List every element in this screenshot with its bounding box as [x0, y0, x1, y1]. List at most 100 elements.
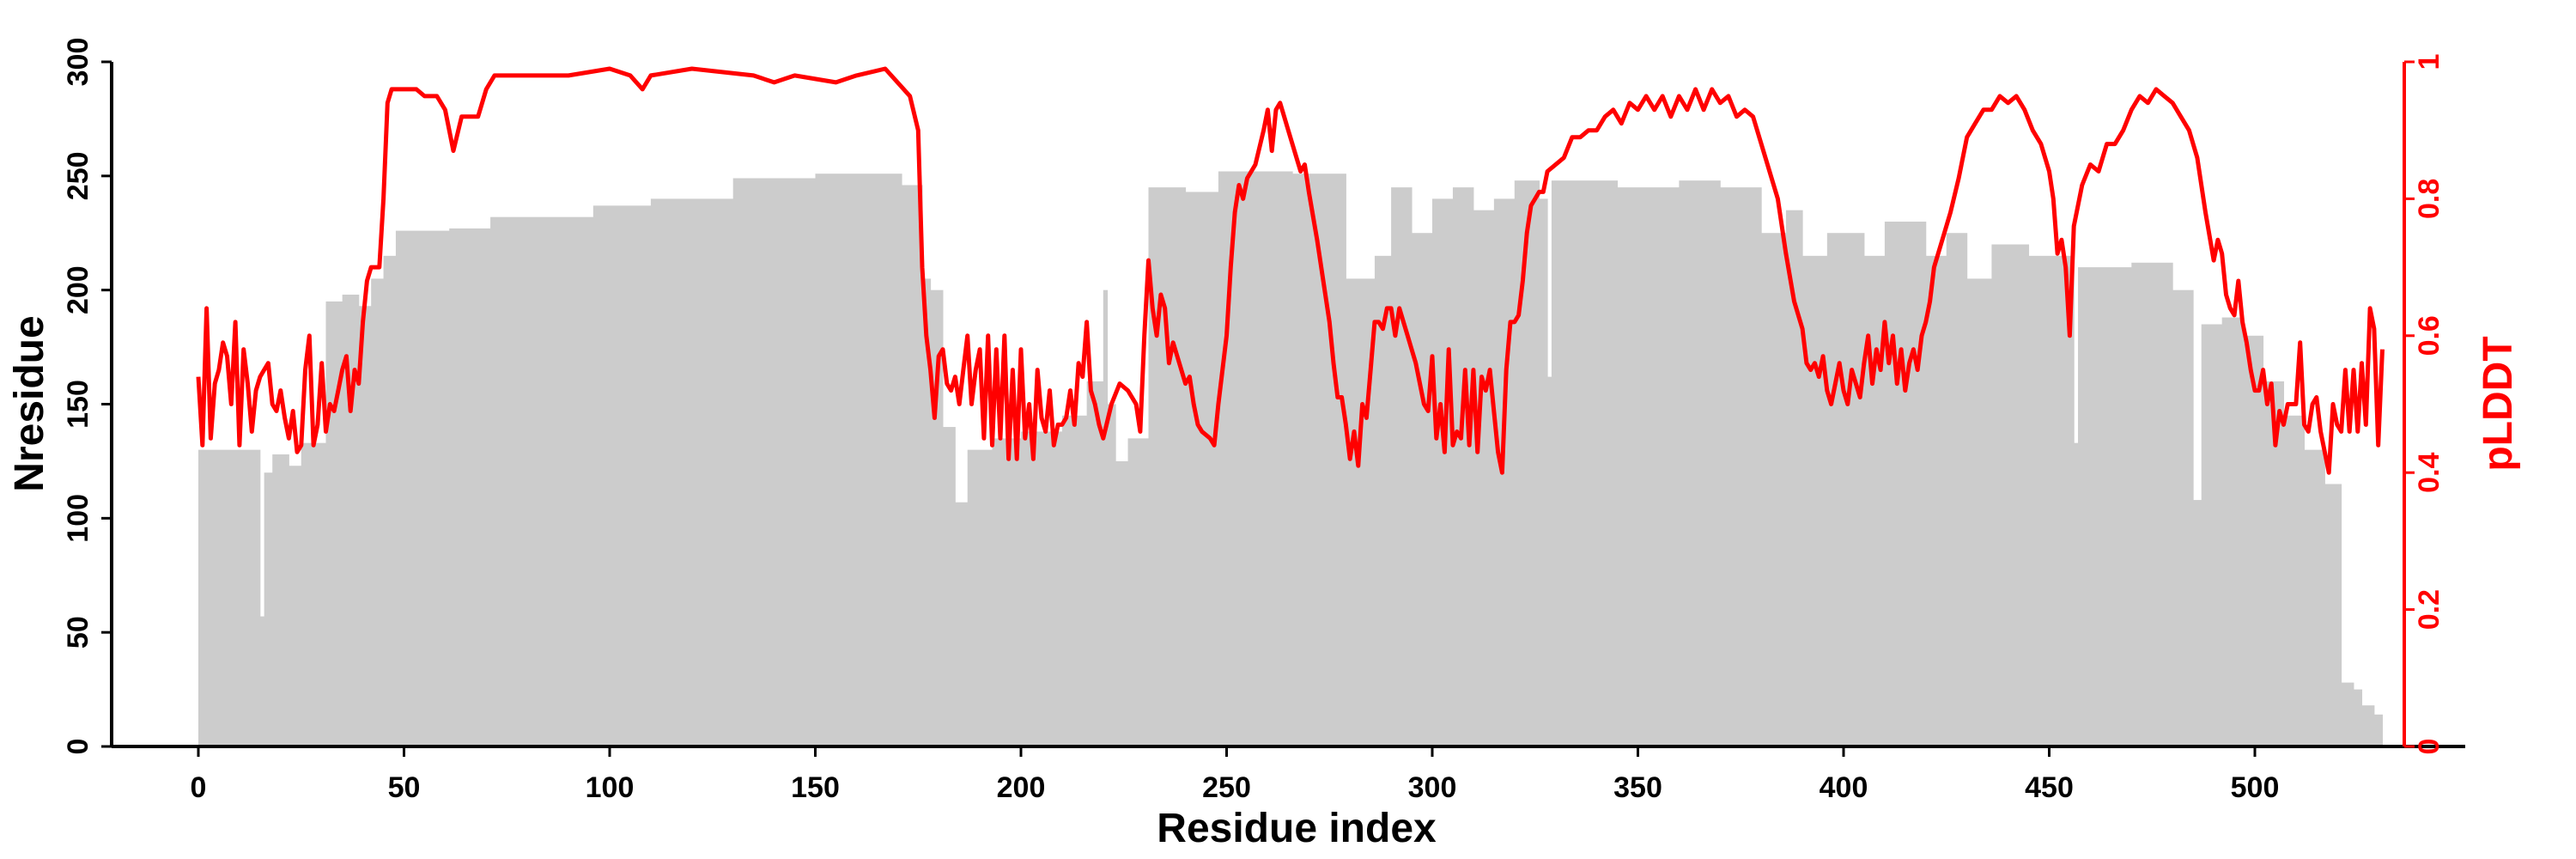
x-tick-label: 500 [2231, 771, 2280, 804]
nresidue-bar [1127, 438, 1149, 746]
nresidue-bar [449, 228, 491, 747]
y-tick-label: 150 [62, 380, 94, 429]
x-tick-label: 50 [388, 771, 421, 804]
nresidue-bar [1785, 210, 1803, 746]
y-tick-label: 100 [62, 494, 94, 543]
x-axis-title: Residue index [1157, 806, 1437, 851]
x-tick-label: 200 [997, 771, 1046, 804]
nresidue-bar [289, 466, 302, 746]
nresidue-bar [1514, 180, 1540, 746]
nresidue-bar [942, 427, 956, 746]
nresidue-bar [2131, 262, 2173, 747]
nresidue-bar [1925, 255, 1947, 747]
nresidue-bar [1884, 221, 1927, 746]
nresidue-bar [1452, 187, 1474, 746]
nresidue-bar [650, 198, 734, 746]
nresidue-bar [358, 306, 372, 747]
nresidue-bar [325, 301, 343, 746]
nresidue-bar [1148, 187, 1187, 746]
nresidue-bar [1103, 289, 1109, 747]
x-tick-label: 450 [2025, 771, 2074, 804]
nresidue-bar [1761, 233, 1787, 746]
nresidue-bar [2078, 267, 2132, 747]
nresidue-bar [490, 216, 594, 747]
nresidue-bar [1547, 376, 1552, 746]
nresidue-bar [1391, 187, 1413, 746]
nresidue-bar [1966, 278, 1992, 747]
nresidue-bar [1107, 404, 1116, 746]
x-tick-label: 350 [1613, 771, 1662, 804]
nresidue-bar [1473, 210, 1495, 746]
y-tick-label: 250 [62, 151, 94, 200]
nresidue-bar [301, 442, 326, 746]
nresidue-bar [1412, 233, 1433, 746]
nresidue-bar [259, 616, 265, 746]
x-tick-label: 0 [191, 771, 207, 804]
nresidue-bar [2341, 682, 2354, 746]
nresidue-bar [2353, 689, 2363, 746]
nresidue-bar [2324, 484, 2342, 746]
nresidue-bar [2221, 317, 2244, 746]
nresidue-bar [967, 449, 993, 746]
nresidue-bar [2172, 289, 2194, 747]
x-tick-label: 100 [586, 771, 635, 804]
nresidue-bar [1551, 180, 1619, 746]
x-tick-label: 150 [791, 771, 840, 804]
nresidue-bar [342, 294, 360, 747]
y2-axis-title: pLDDT [2476, 336, 2521, 471]
nresidue-bar [902, 185, 923, 746]
nresidue-bar [272, 454, 289, 746]
nresidue-bar [1493, 198, 1516, 746]
nresidue-bar [1826, 233, 1865, 746]
x-tick-label: 250 [1202, 771, 1251, 804]
y2-tick-label: 1 [2413, 54, 2445, 70]
nresidue-bar [2283, 415, 2305, 746]
x-tick-label: 300 [1408, 771, 1457, 804]
nresidue-bar [2193, 500, 2202, 746]
nresidue-bar [2373, 714, 2383, 746]
y-tick-label: 50 [62, 616, 94, 649]
y-tick-label: 200 [62, 265, 94, 314]
nresidue-bar [1086, 381, 1104, 746]
y2-tick-label: 0.8 [2413, 179, 2445, 219]
nresidue-bar [1617, 187, 1680, 746]
nresidue-bar [2201, 324, 2223, 746]
y2-tick-label: 0.2 [2413, 589, 2445, 630]
nresidue-bar [1802, 255, 1828, 747]
nresidue-bar [592, 205, 652, 746]
nresidue-bar [732, 178, 816, 747]
nresidue-bar [2304, 449, 2325, 746]
nresidue-bar [1991, 244, 2030, 746]
nresidue-bar [2028, 255, 2075, 747]
nresidue-bar [198, 449, 261, 746]
y-tick-label: 300 [62, 38, 94, 87]
axes: 0 50 100 150 200 250 300 0 50 100 150 200 250 300 350 4… [62, 38, 2465, 804]
nresidue-bar [371, 278, 385, 747]
y2-tick-label: 0 [2413, 739, 2445, 755]
y-axis-title: Nresidue [7, 315, 52, 491]
nresidue-bar [1021, 431, 1063, 746]
nresidue-bar [1432, 198, 1454, 746]
nresidue-bar [2242, 335, 2264, 746]
nresidue-bar [2361, 705, 2375, 746]
nresidue-bar [1720, 187, 1762, 746]
nresidue-bar [264, 472, 273, 746]
nresidue-bar [383, 255, 397, 747]
nresidue-bar [922, 278, 932, 747]
nresidue-bar [1374, 255, 1392, 747]
x-tick-label: 400 [1820, 771, 1868, 804]
nresidue-bar [1679, 180, 1721, 746]
y2-tick-label: 0.4 [2413, 452, 2445, 492]
nresidue-bar [1115, 460, 1129, 746]
nresidue-bar [955, 502, 969, 746]
nresidue-bar [1185, 192, 1219, 746]
y-tick-label: 0 [62, 739, 94, 755]
nresidue-bar [992, 438, 1022, 746]
plddt-line [196, 66, 2385, 475]
nresidue-bar [1539, 198, 1548, 746]
nresidue-bars [198, 171, 2383, 747]
nresidue-bar [1061, 415, 1088, 746]
nresidue-bar [815, 174, 902, 747]
nresidue-bar [395, 230, 450, 746]
